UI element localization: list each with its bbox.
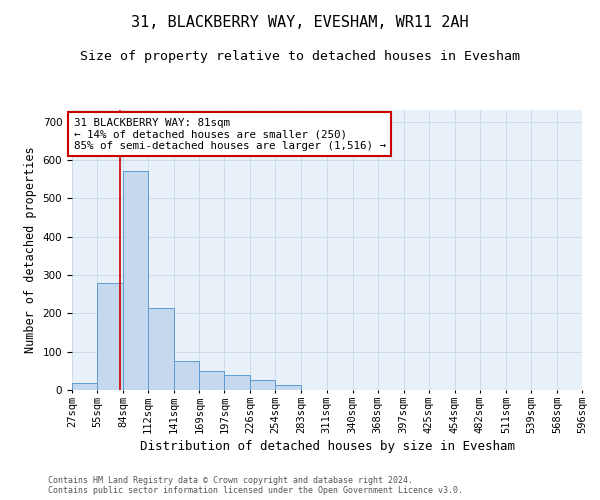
Y-axis label: Number of detached properties: Number of detached properties bbox=[24, 146, 37, 354]
Text: 31 BLACKBERRY WAY: 81sqm
← 14% of detached houses are smaller (250)
85% of semi-: 31 BLACKBERRY WAY: 81sqm ← 14% of detach… bbox=[74, 118, 386, 151]
Text: Contains HM Land Registry data © Crown copyright and database right 2024.: Contains HM Land Registry data © Crown c… bbox=[48, 476, 413, 485]
Text: Contains public sector information licensed under the Open Government Licence v3: Contains public sector information licen… bbox=[48, 486, 463, 495]
Text: Size of property relative to detached houses in Evesham: Size of property relative to detached ho… bbox=[80, 50, 520, 63]
Bar bbox=[250, 380, 275, 390]
Bar bbox=[72, 383, 97, 390]
Bar bbox=[275, 386, 301, 390]
X-axis label: Distribution of detached houses by size in Evesham: Distribution of detached houses by size … bbox=[139, 440, 515, 453]
Text: 31, BLACKBERRY WAY, EVESHAM, WR11 2AH: 31, BLACKBERRY WAY, EVESHAM, WR11 2AH bbox=[131, 15, 469, 30]
Bar bbox=[224, 374, 250, 390]
Bar bbox=[199, 371, 224, 390]
Bar bbox=[174, 361, 199, 390]
Bar bbox=[148, 308, 174, 390]
Bar bbox=[97, 282, 123, 390]
Bar bbox=[123, 172, 148, 390]
